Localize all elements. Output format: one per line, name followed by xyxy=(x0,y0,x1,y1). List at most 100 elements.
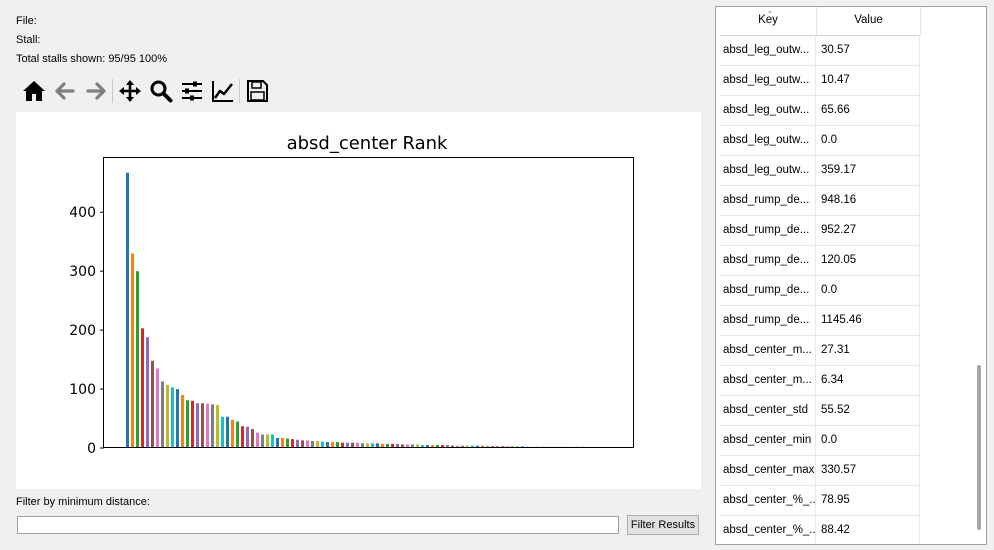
zoom-button[interactable] xyxy=(145,76,176,106)
table-row[interactable]: absd_rump_de... 1145.46 xyxy=(720,306,920,336)
filter-results-button[interactable]: Filter Results xyxy=(627,515,699,535)
table-row[interactable]: absd_leg_outw... 0.0 xyxy=(720,126,920,156)
bar xyxy=(136,271,139,448)
bar xyxy=(361,443,364,448)
key-cell[interactable]: absd_center_m... xyxy=(720,366,816,395)
bar xyxy=(446,445,449,448)
home-icon xyxy=(22,81,45,101)
y-tick-label: 100 xyxy=(69,382,96,398)
table-row[interactable]: absd_rump_de... 952.27 xyxy=(720,216,920,246)
key-cell[interactable]: absd_center_std xyxy=(720,396,816,425)
y-tick-label: 300 xyxy=(69,264,96,280)
configure-subplots-button[interactable] xyxy=(176,76,207,106)
key-cell[interactable]: absd_center_min xyxy=(720,426,816,455)
sort-indicator-icon: ⌄ xyxy=(767,8,773,15)
min-distance-input[interactable] xyxy=(17,516,619,534)
key-cell[interactable]: absd_center_m... xyxy=(720,336,816,365)
value-cell[interactable]: 30.57 xyxy=(817,36,920,65)
table-row[interactable]: absd_center_max 330.57 xyxy=(720,456,920,486)
vertical-scrollbar-thumb[interactable] xyxy=(977,365,981,530)
bar xyxy=(426,445,429,448)
key-cell[interactable]: absd_leg_outw... xyxy=(720,36,816,65)
bar xyxy=(461,445,464,448)
key-cell[interactable]: absd_center_max xyxy=(720,456,816,485)
table-row[interactable]: absd_leg_outw... 359.17 xyxy=(720,156,920,186)
table-row[interactable]: absd_leg_outw... 30.57 xyxy=(720,36,920,66)
table-row[interactable]: absd_center_m... 6.34 xyxy=(720,366,920,396)
value-cell[interactable]: 120.05 xyxy=(817,246,920,275)
bar xyxy=(286,438,289,448)
key-cell[interactable]: absd_leg_outw... xyxy=(720,96,816,125)
bar xyxy=(376,443,379,448)
value-cell[interactable]: 65.66 xyxy=(817,96,920,125)
value-cell[interactable]: 359.17 xyxy=(817,156,920,185)
bar xyxy=(381,443,384,448)
key-cell[interactable]: absd_leg_outw... xyxy=(720,156,816,185)
bar xyxy=(331,442,334,448)
value-cell[interactable]: 1145.46 xyxy=(817,306,920,335)
key-cell[interactable]: absd_leg_outw... xyxy=(720,126,816,155)
value-cell[interactable]: 948.16 xyxy=(817,186,920,215)
bar xyxy=(216,404,219,448)
value-cell[interactable]: 88.42 xyxy=(817,516,920,544)
table-row[interactable]: absd_leg_outw... 65.66 xyxy=(720,96,920,126)
value-cell[interactable]: 10.47 xyxy=(817,66,920,95)
value-header-label: Value xyxy=(854,14,883,26)
value-cell[interactable]: 6.34 xyxy=(817,366,920,395)
table-row[interactable]: absd_center_std 55.52 xyxy=(720,396,920,426)
bar xyxy=(406,444,409,448)
forward-button[interactable] xyxy=(80,76,111,106)
toolbar-separator xyxy=(112,79,113,103)
value-cell[interactable]: 0.0 xyxy=(817,426,920,455)
table-row[interactable]: absd_center_m... 27.31 xyxy=(720,336,920,366)
table-row[interactable]: absd_center_min 0.0 xyxy=(720,426,920,456)
edit-axes-button[interactable] xyxy=(207,76,238,106)
home-button[interactable] xyxy=(18,76,49,106)
key-cell[interactable]: absd_rump_de... xyxy=(720,276,816,305)
save-button[interactable] xyxy=(241,76,272,106)
table-row[interactable]: absd_rump_de... 0.0 xyxy=(720,276,920,306)
bar xyxy=(276,437,279,448)
table-row[interactable]: absd_rump_de... 948.16 xyxy=(720,186,920,216)
value-cell[interactable]: 330.57 xyxy=(817,456,920,485)
value-cell[interactable]: 952.27 xyxy=(817,216,920,245)
y-tick-label: 0 xyxy=(87,441,96,457)
bar xyxy=(396,443,399,448)
bar xyxy=(236,421,239,448)
table-row[interactable]: absd_leg_outw... 10.47 xyxy=(720,66,920,96)
value-column-header[interactable]: Value xyxy=(817,7,921,35)
table-row[interactable]: absd_center_%_... 88.42 xyxy=(720,516,920,544)
pan-button[interactable] xyxy=(114,76,145,106)
bar xyxy=(336,442,339,448)
bar xyxy=(251,429,254,448)
value-cell[interactable]: 55.52 xyxy=(817,396,920,425)
zoom-magnifier-icon xyxy=(150,80,172,103)
bar xyxy=(466,445,469,448)
key-value-table[interactable]: ⌄ Key Value absd_leg_outw... 30.57 absd_le… xyxy=(715,6,987,545)
bar xyxy=(301,440,304,448)
plot-canvas[interactable]: absd_center Rank 0 100 200 300 400 xyxy=(16,112,701,489)
bar xyxy=(151,360,154,448)
bar xyxy=(476,445,479,448)
bar-chart: absd_center Rank 0 100 200 300 400 xyxy=(69,133,634,457)
value-cell[interactable]: 0.0 xyxy=(817,276,920,305)
key-cell[interactable]: absd_leg_outw... xyxy=(720,66,816,95)
key-cell[interactable]: absd_rump_de... xyxy=(720,306,816,335)
key-cell[interactable]: absd_rump_de... xyxy=(720,186,816,215)
y-tick-label: 200 xyxy=(69,323,96,339)
key-cell[interactable]: absd_center_%_... xyxy=(720,486,816,515)
bar xyxy=(241,426,244,448)
value-cell[interactable]: 78.95 xyxy=(817,486,920,515)
key-cell[interactable]: absd_rump_de... xyxy=(720,246,816,275)
back-button[interactable] xyxy=(49,76,80,106)
bar xyxy=(386,443,389,448)
table-row[interactable]: absd_rump_de... 120.05 xyxy=(720,246,920,276)
table-row[interactable]: absd_center_%_... 78.95 xyxy=(720,486,920,516)
key-column-header[interactable]: ⌄ Key xyxy=(720,7,817,35)
key-cell[interactable]: absd_rump_de... xyxy=(720,216,816,245)
value-cell[interactable]: 0.0 xyxy=(817,126,920,155)
bar xyxy=(341,442,344,448)
plot-frame xyxy=(103,157,634,448)
key-cell[interactable]: absd_center_%_... xyxy=(720,516,816,544)
value-cell[interactable]: 27.31 xyxy=(817,336,920,365)
